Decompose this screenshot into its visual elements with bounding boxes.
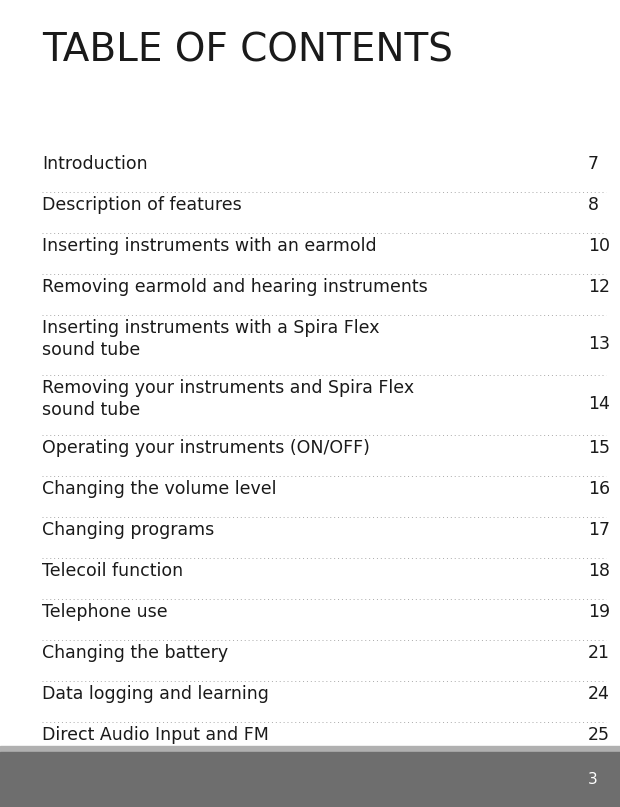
Text: 7: 7	[588, 155, 599, 173]
Text: Description of features: Description of features	[42, 196, 242, 214]
Text: 10: 10	[588, 237, 610, 255]
Text: 3: 3	[588, 772, 598, 787]
Text: Operating your instruments (ON/OFF): Operating your instruments (ON/OFF)	[42, 439, 370, 457]
Text: TABLE OF CONTENTS: TABLE OF CONTENTS	[42, 32, 453, 70]
Text: 25: 25	[588, 726, 610, 744]
Text: 17: 17	[588, 521, 610, 539]
Text: Changing programs: Changing programs	[42, 521, 215, 539]
Text: Changing the volume level: Changing the volume level	[42, 480, 277, 498]
Text: Changing the battery: Changing the battery	[42, 644, 228, 662]
Text: 13: 13	[588, 335, 610, 353]
Text: 15: 15	[588, 439, 610, 457]
Text: 21: 21	[588, 644, 610, 662]
Text: 12: 12	[588, 278, 610, 296]
Text: Removing earmold and hearing instruments: Removing earmold and hearing instruments	[42, 278, 428, 296]
Text: 16: 16	[588, 480, 610, 498]
Text: Data logging and learning: Data logging and learning	[42, 685, 269, 703]
Text: 14: 14	[588, 395, 610, 413]
Text: Telephone use: Telephone use	[42, 603, 167, 621]
Text: 19: 19	[588, 603, 610, 621]
Text: 8: 8	[588, 196, 599, 214]
Text: 24: 24	[588, 685, 610, 703]
Text: 18: 18	[588, 562, 610, 580]
Text: Removing your instruments and Spira Flex
sound tube: Removing your instruments and Spira Flex…	[42, 379, 414, 419]
Text: Introduction: Introduction	[42, 155, 148, 173]
Text: Inserting instruments with an earmold: Inserting instruments with an earmold	[42, 237, 376, 255]
Text: Telecoil function: Telecoil function	[42, 562, 183, 580]
Bar	[0, 746, 620, 752]
Bar	[0, 752, 620, 807]
Text: Direct Audio Input and FM: Direct Audio Input and FM	[42, 726, 269, 744]
Text: Inserting instruments with a Spira Flex
sound tube: Inserting instruments with a Spira Flex …	[42, 319, 379, 359]
